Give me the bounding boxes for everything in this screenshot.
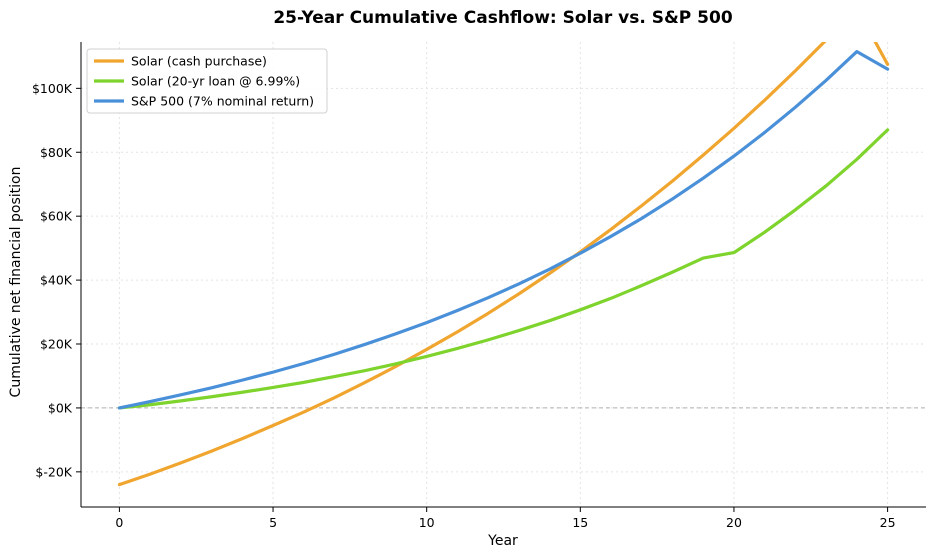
legend-label: Solar (cash purchase) <box>131 54 267 69</box>
y-tick-label: $80K <box>40 145 73 160</box>
series-lines <box>117 42 890 487</box>
axes <box>80 42 926 508</box>
x-tick-label: 10 <box>419 515 435 530</box>
y-tick-label: $0K <box>48 400 73 415</box>
legend: Solar (cash purchase) Solar (20-yr loan @… <box>86 48 328 114</box>
series-line <box>117 42 890 487</box>
legend-label: Solar (20-yr loan @ 6.99%) <box>131 74 300 89</box>
y-tick-label: $60K <box>40 209 73 224</box>
x-tick-label: 0 <box>115 515 123 530</box>
y-tick-label: $40K <box>40 273 73 288</box>
legend-box <box>86 48 328 114</box>
x-tick-label: 20 <box>726 515 742 530</box>
x-ticks: 0 5 10 15 20 25 <box>115 507 896 530</box>
series-line <box>117 49 890 410</box>
x-tick-label: 5 <box>269 515 277 530</box>
y-tick-label: $20K <box>40 337 73 352</box>
y-axis-label: Cumulative net financial position <box>8 167 24 398</box>
y-tick-label: $100K <box>32 81 73 96</box>
x-tick-label: 15 <box>572 515 588 530</box>
series-line <box>117 128 890 410</box>
y-tick-label: $-20K <box>35 464 72 479</box>
chart-title: 25-Year Cumulative Cashflow: Solar vs. S… <box>273 8 733 28</box>
y-ticks: $-20K $0K $20K $40K $60K $80K $100K <box>32 81 81 479</box>
x-tick-label: 25 <box>880 515 896 530</box>
legend-label: S&P 500 (7% nominal return) <box>131 94 314 109</box>
x-axis-label: Year <box>487 533 518 549</box>
